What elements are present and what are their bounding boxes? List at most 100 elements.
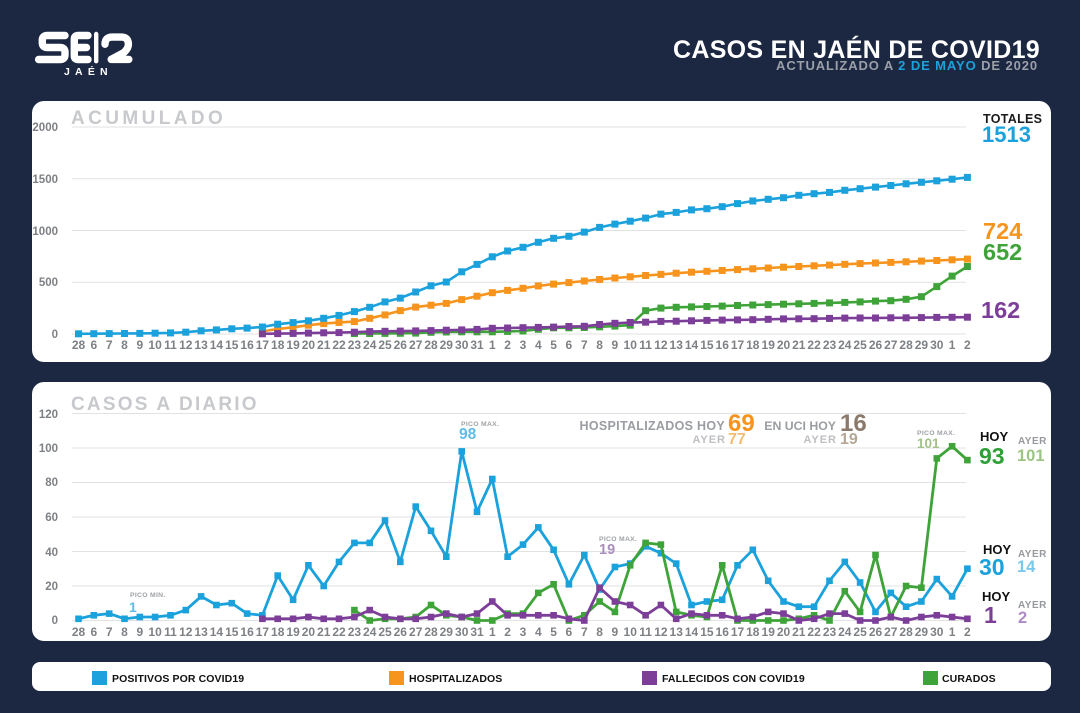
svg-text:5: 5 bbox=[550, 338, 557, 352]
svg-text:20: 20 bbox=[45, 581, 58, 593]
svg-text:11: 11 bbox=[639, 625, 652, 639]
svg-text:28: 28 bbox=[424, 625, 438, 639]
svg-text:28: 28 bbox=[72, 625, 86, 639]
svg-text:11: 11 bbox=[164, 625, 177, 639]
svg-text:21: 21 bbox=[317, 625, 331, 639]
svg-text:18: 18 bbox=[271, 625, 285, 639]
svg-text:1500: 1500 bbox=[32, 174, 58, 186]
svg-text:22: 22 bbox=[807, 338, 821, 352]
svg-text:12: 12 bbox=[179, 338, 193, 352]
svg-text:13: 13 bbox=[670, 625, 684, 639]
svg-text:19: 19 bbox=[286, 338, 300, 352]
svg-text:30: 30 bbox=[930, 625, 944, 639]
svg-text:10: 10 bbox=[148, 338, 162, 352]
svg-text:22: 22 bbox=[332, 625, 346, 639]
svg-text:1: 1 bbox=[949, 625, 956, 639]
svg-text:0: 0 bbox=[52, 615, 58, 627]
svg-text:26: 26 bbox=[394, 625, 408, 639]
svg-text:14: 14 bbox=[210, 625, 224, 639]
svg-text:11: 11 bbox=[164, 338, 177, 352]
svg-text:25: 25 bbox=[378, 625, 392, 639]
svg-text:8: 8 bbox=[121, 625, 128, 639]
svg-text:17: 17 bbox=[256, 625, 270, 639]
svg-text:26: 26 bbox=[869, 625, 883, 639]
svg-text:23: 23 bbox=[348, 625, 362, 639]
svg-text:2: 2 bbox=[504, 625, 511, 639]
svg-text:7: 7 bbox=[581, 338, 588, 352]
svg-text:17: 17 bbox=[731, 625, 745, 639]
svg-text:6: 6 bbox=[566, 338, 573, 352]
svg-text:7: 7 bbox=[106, 625, 113, 639]
svg-text:27: 27 bbox=[409, 338, 423, 352]
svg-text:2: 2 bbox=[504, 338, 511, 352]
svg-text:21: 21 bbox=[792, 338, 806, 352]
svg-text:3: 3 bbox=[520, 625, 527, 639]
svg-text:19: 19 bbox=[762, 625, 776, 639]
svg-text:2: 2 bbox=[964, 625, 971, 639]
svg-text:28: 28 bbox=[424, 338, 438, 352]
svg-text:1: 1 bbox=[489, 625, 496, 639]
svg-text:12: 12 bbox=[654, 625, 668, 639]
svg-text:25: 25 bbox=[378, 338, 392, 352]
svg-text:6: 6 bbox=[90, 625, 97, 639]
svg-text:26: 26 bbox=[869, 338, 883, 352]
svg-text:14: 14 bbox=[210, 338, 224, 352]
svg-text:4: 4 bbox=[535, 625, 542, 639]
svg-text:30: 30 bbox=[455, 625, 469, 639]
svg-text:3: 3 bbox=[520, 338, 527, 352]
svg-text:0: 0 bbox=[52, 329, 58, 341]
svg-text:4: 4 bbox=[535, 338, 542, 352]
svg-text:24: 24 bbox=[363, 625, 377, 639]
svg-text:10: 10 bbox=[624, 625, 638, 639]
svg-text:30: 30 bbox=[455, 338, 469, 352]
svg-text:17: 17 bbox=[256, 338, 270, 352]
svg-text:30: 30 bbox=[930, 338, 944, 352]
svg-text:9: 9 bbox=[136, 625, 143, 639]
svg-text:6: 6 bbox=[90, 338, 97, 352]
svg-text:2: 2 bbox=[964, 338, 971, 352]
svg-text:20: 20 bbox=[777, 338, 791, 352]
svg-text:15: 15 bbox=[700, 625, 714, 639]
svg-text:500: 500 bbox=[39, 277, 58, 289]
svg-text:13: 13 bbox=[670, 338, 684, 352]
svg-text:27: 27 bbox=[884, 338, 898, 352]
svg-text:60: 60 bbox=[45, 512, 58, 524]
svg-text:13: 13 bbox=[194, 338, 208, 352]
svg-text:25: 25 bbox=[853, 338, 867, 352]
svg-text:15: 15 bbox=[225, 338, 239, 352]
svg-text:120: 120 bbox=[39, 409, 58, 421]
svg-text:27: 27 bbox=[884, 625, 898, 639]
svg-text:29: 29 bbox=[915, 625, 929, 639]
svg-text:24: 24 bbox=[838, 625, 852, 639]
svg-text:6: 6 bbox=[566, 625, 573, 639]
svg-text:26: 26 bbox=[394, 338, 408, 352]
svg-text:16: 16 bbox=[240, 338, 254, 352]
svg-text:20: 20 bbox=[302, 625, 316, 639]
svg-text:8: 8 bbox=[596, 338, 603, 352]
svg-text:16: 16 bbox=[716, 625, 730, 639]
svg-text:13: 13 bbox=[194, 625, 208, 639]
svg-text:19: 19 bbox=[762, 338, 776, 352]
svg-text:12: 12 bbox=[654, 338, 668, 352]
svg-text:20: 20 bbox=[302, 338, 316, 352]
svg-text:7: 7 bbox=[106, 338, 113, 352]
svg-text:9: 9 bbox=[612, 625, 619, 639]
svg-text:16: 16 bbox=[240, 625, 254, 639]
svg-text:21: 21 bbox=[792, 625, 806, 639]
svg-text:11: 11 bbox=[639, 338, 652, 352]
svg-text:28: 28 bbox=[72, 338, 86, 352]
svg-text:9: 9 bbox=[612, 338, 619, 352]
svg-text:8: 8 bbox=[121, 338, 128, 352]
svg-text:18: 18 bbox=[746, 338, 760, 352]
svg-text:21: 21 bbox=[317, 338, 331, 352]
svg-text:10: 10 bbox=[624, 338, 638, 352]
svg-text:29: 29 bbox=[915, 338, 929, 352]
svg-text:14: 14 bbox=[685, 338, 699, 352]
svg-text:15: 15 bbox=[700, 338, 714, 352]
svg-text:19: 19 bbox=[286, 625, 300, 639]
svg-text:1000: 1000 bbox=[32, 226, 58, 238]
svg-text:20: 20 bbox=[777, 625, 791, 639]
svg-text:9: 9 bbox=[136, 338, 143, 352]
svg-text:2000: 2000 bbox=[32, 122, 58, 134]
svg-text:23: 23 bbox=[823, 625, 837, 639]
